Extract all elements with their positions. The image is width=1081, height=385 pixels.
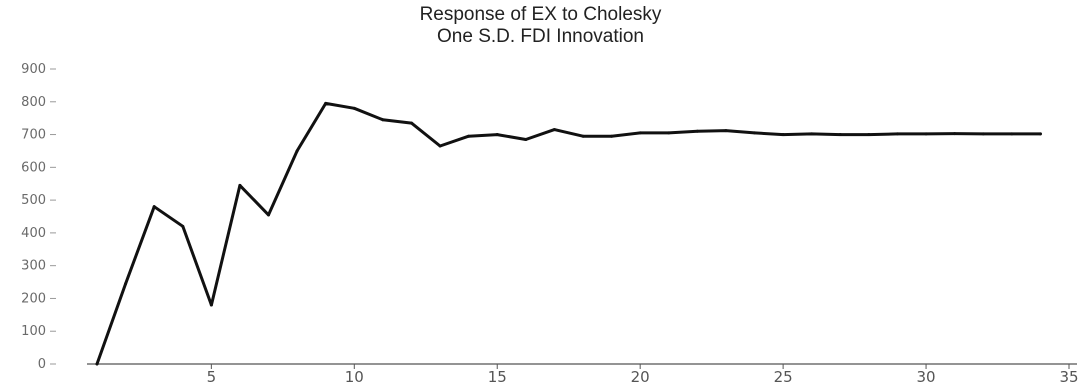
x-tick-label: 15: [488, 368, 507, 385]
data-point: [124, 282, 128, 286]
y-tick-label: 200: [21, 291, 46, 306]
data-point: [638, 131, 642, 135]
data-point: [581, 134, 585, 138]
data-point: [610, 134, 614, 138]
data-point: [953, 132, 957, 136]
data-point: [552, 128, 556, 132]
x-tick-label: 5: [207, 368, 217, 385]
y-tick-label: 100: [21, 324, 46, 339]
data-point: [352, 106, 356, 110]
data-point: [1038, 132, 1042, 136]
data-point: [324, 101, 328, 105]
plot-area: [95, 101, 1042, 366]
y-tick-label: 300: [21, 259, 46, 274]
data-point: [267, 213, 271, 217]
y-tick-label: 400: [21, 226, 46, 241]
data-point: [895, 132, 899, 136]
data-point: [438, 144, 442, 148]
y-tick-label: 700: [21, 128, 46, 143]
y-tick-label: 900: [21, 62, 46, 77]
data-point: [524, 137, 528, 141]
data-point: [924, 132, 928, 136]
x-tick-label: 25: [774, 368, 793, 385]
data-point: [781, 133, 785, 137]
data-point: [209, 303, 213, 307]
y-tick-label: 800: [21, 95, 46, 110]
response-line: [95, 101, 1042, 366]
data-point: [667, 131, 671, 135]
x-tick-label: 30: [917, 368, 936, 385]
data-point: [838, 133, 842, 137]
data-point: [1010, 132, 1014, 136]
data-point: [181, 224, 185, 228]
y-tick-label: 500: [21, 193, 46, 208]
data-point: [753, 131, 757, 135]
x-axis: 5 10 15 20 25 30 35: [87, 363, 1079, 385]
x-tick-label: 10: [345, 368, 364, 385]
data-point: [495, 133, 499, 137]
y-tick-label: 600: [21, 160, 46, 175]
data-point: [867, 133, 871, 137]
data-point: [724, 129, 728, 133]
data-point: [409, 121, 413, 125]
x-tick-label: 35: [1059, 368, 1078, 385]
data-point: [467, 134, 471, 138]
data-point: [981, 132, 985, 136]
data-point: [95, 362, 99, 366]
data-point: [381, 118, 385, 122]
chart-title-line-1: Response of EX to Cholesky: [419, 4, 662, 25]
data-point: [238, 183, 242, 187]
chart-title-line-2: One S.D. FDI Innovation: [437, 26, 644, 47]
data-point: [295, 149, 299, 153]
y-tick-label: 0: [38, 357, 46, 372]
x-tick-label: 20: [631, 368, 650, 385]
y-axis-tick-labels: 0 100 200 300 400 500 600 700 800 900: [21, 62, 56, 372]
data-point: [810, 132, 814, 136]
data-point: [695, 129, 699, 133]
data-point: [152, 205, 156, 209]
